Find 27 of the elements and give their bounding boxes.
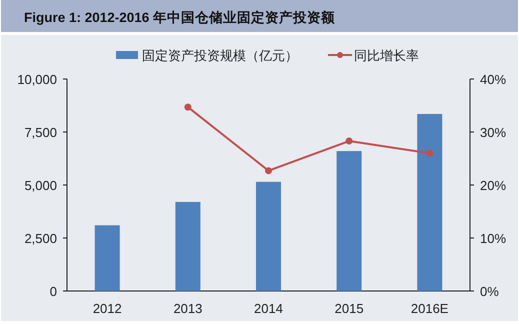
y2-tick-label: 30% bbox=[480, 125, 506, 140]
point bbox=[265, 167, 272, 174]
y2-tick-label: 10% bbox=[480, 231, 506, 246]
y2-tick-label: 20% bbox=[480, 178, 506, 193]
legend-label: 同比增长率 bbox=[354, 48, 419, 63]
x-tick-label: 2016E bbox=[410, 301, 449, 316]
point bbox=[346, 138, 353, 145]
x-tick-label: 2014 bbox=[254, 301, 283, 316]
point bbox=[426, 150, 434, 157]
y-tick-label: 2,500 bbox=[24, 231, 57, 246]
bar bbox=[417, 114, 442, 291]
x-tick-label: 2013 bbox=[173, 301, 202, 316]
x-tick-label: 2015 bbox=[334, 301, 364, 316]
x-tick-label: 2012 bbox=[92, 301, 122, 316]
bar bbox=[256, 182, 281, 291]
bar bbox=[336, 151, 362, 291]
y-tick-label: 10,000 bbox=[17, 72, 57, 87]
bar bbox=[175, 202, 200, 291]
y-tick-label: 7,500 bbox=[24, 125, 57, 140]
bar bbox=[94, 225, 120, 291]
y-tick-label: 0 bbox=[50, 284, 57, 299]
y-tick-label: 5,000 bbox=[24, 178, 57, 193]
legend-label: 固定资产投资规模（亿元） bbox=[142, 48, 298, 63]
y2-tick-label: 0% bbox=[480, 284, 500, 299]
point bbox=[184, 104, 192, 111]
chart-title: Figure 1: 2012-2016 年中国仓储业固定资产投资额 bbox=[24, 9, 336, 25]
y2-tick-label: 40% bbox=[480, 72, 506, 87]
